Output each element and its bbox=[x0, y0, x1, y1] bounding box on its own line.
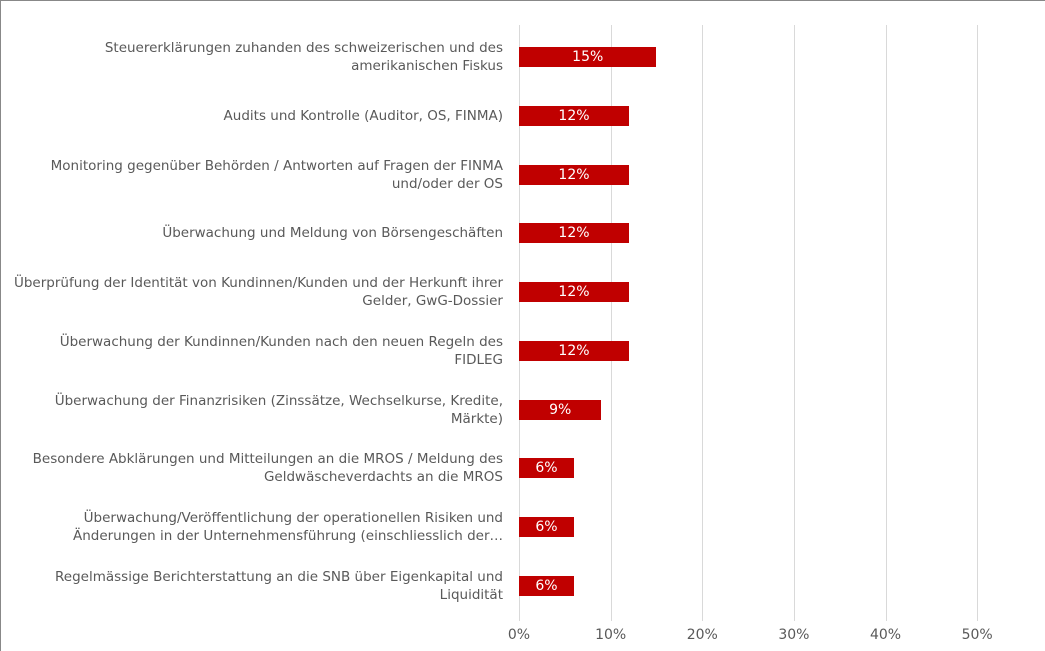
category-label: Steuererklärungen zuhanden des schweizer… bbox=[104, 40, 503, 74]
grid-line bbox=[977, 25, 979, 621]
category-label: Überwachung und Meldung von Börsengeschä… bbox=[162, 225, 503, 242]
bar bbox=[519, 223, 629, 244]
grid-line bbox=[885, 25, 887, 621]
grid-line bbox=[702, 25, 704, 621]
value-label: 9% bbox=[549, 401, 572, 418]
grid-line bbox=[519, 25, 520, 621]
category-label: Überprüfung der Identität von Kundinnen/… bbox=[13, 275, 503, 310]
bar bbox=[519, 164, 629, 185]
value-label: 6% bbox=[535, 578, 558, 594]
value-label: 12% bbox=[558, 225, 590, 242]
grid-line bbox=[793, 25, 795, 621]
category-label: Regelmässige Berichterstattung an die SN… bbox=[55, 569, 503, 603]
category-label: Monitoring gegenüber Behörden / Antworte… bbox=[50, 157, 503, 192]
bar bbox=[519, 517, 574, 538]
x-tick-label: 50% bbox=[961, 627, 993, 643]
category-label: Besondere Abklärungen und Mitteilungen a… bbox=[32, 451, 503, 486]
x-tick-label: 30% bbox=[778, 627, 810, 643]
bar bbox=[519, 399, 602, 420]
x-tick-label: 0% bbox=[507, 627, 531, 643]
bar bbox=[519, 47, 657, 67]
value-label: 12% bbox=[558, 342, 590, 359]
bar bbox=[519, 105, 629, 126]
x-tick-label: 40% bbox=[869, 627, 902, 643]
category-label: Überwachung der Kundinnen/Kunden nach de… bbox=[59, 333, 503, 368]
value-label: 6% bbox=[535, 460, 558, 477]
value-label: 6% bbox=[535, 519, 558, 536]
value-label: 12% bbox=[558, 166, 590, 183]
category-label: Überwachung der Finanzrisiken (Zinssätze… bbox=[54, 392, 503, 427]
bar bbox=[519, 576, 574, 596]
x-tick-label: 20% bbox=[686, 627, 718, 643]
x-tick-label: 10% bbox=[595, 627, 627, 643]
grid-line bbox=[610, 25, 612, 621]
bar bbox=[519, 458, 574, 479]
value-label: 15% bbox=[572, 49, 604, 65]
category-label: Überwachung/Veröffentlichung der operati… bbox=[72, 510, 503, 545]
category-label: Audits und Kontrolle (Auditor, OS, FINMA… bbox=[223, 107, 503, 124]
bar bbox=[519, 282, 629, 303]
bar bbox=[519, 340, 629, 361]
value-label: 12% bbox=[558, 284, 590, 301]
value-label: 12% bbox=[558, 107, 590, 124]
